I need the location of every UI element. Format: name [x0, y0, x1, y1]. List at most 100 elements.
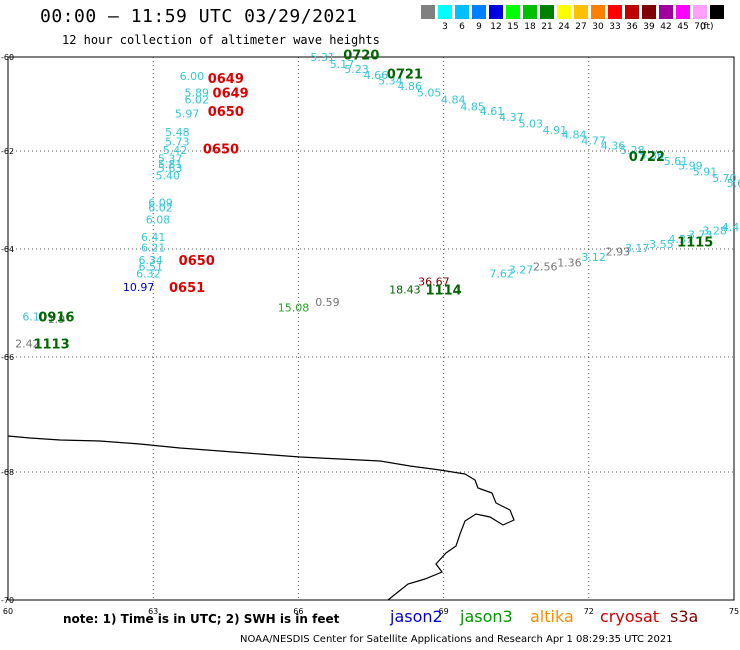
scale-label: 24 [558, 22, 570, 32]
swh-value-label: 6.09 [148, 196, 173, 209]
map-subtitle: 12 hour collection of altimeter wave hei… [62, 33, 380, 47]
satellite-legend-s3a: s3a [670, 607, 699, 626]
swh-value-label: 5.36 [639, 149, 664, 162]
swh-value-label: 1.9 [48, 313, 66, 326]
swh-value-label: 15.08 [278, 301, 310, 314]
scale-label: 45 [677, 22, 689, 32]
longitude-tick-label: 63 [148, 607, 158, 616]
scale-label: 18 [524, 22, 536, 32]
track-time-label: 0650 [208, 105, 244, 120]
scale-swatch [438, 5, 452, 19]
swh-value-label: 2.93 [606, 246, 631, 259]
swh-value-label: 4.37 [499, 111, 524, 124]
swh-value-label: 6.21 [141, 242, 166, 255]
swh-value-label: 6.08 [146, 214, 171, 227]
scale-unit: (ft) [700, 22, 714, 32]
scale-label: 3 [442, 22, 448, 32]
scale-label: 21 [541, 22, 553, 32]
map-gridlines [8, 57, 734, 600]
swh-value-label: 5.89 [185, 86, 210, 99]
swh-value-label: 3.27 [509, 264, 534, 277]
swh-value-label: 5.99 [678, 160, 703, 173]
latitude-tick-label: -64 [1, 245, 14, 254]
swh-value-label: 5.05 [417, 86, 442, 99]
track-time-label: 0649 [213, 86, 249, 101]
track-time-label: 0650 [179, 254, 215, 269]
latitude-tick-label: -68 [1, 468, 14, 477]
swh-value-label: 6.00 [180, 70, 205, 83]
scale-label: 9 [476, 22, 482, 32]
swh-value-label: 5.48 [165, 126, 190, 139]
latitude-tick-label: -62 [1, 147, 14, 156]
track-time-label: 0650 [203, 143, 239, 158]
scale-label: 27 [575, 22, 587, 32]
swh-value-label: 4.36 [601, 139, 626, 152]
swh-value-label: 5.70 [712, 172, 737, 185]
scale-swatch [455, 5, 469, 19]
latitude-tick-label: -66 [1, 353, 14, 362]
scale-swatch [489, 5, 503, 19]
swh-value-label: 4.84 [562, 129, 587, 142]
swh-value-label: 5.42 [163, 144, 188, 157]
track-time-label: 0720 [343, 49, 379, 64]
swh-value-label: 3.28 [702, 224, 727, 237]
scale-label: 33 [609, 22, 621, 32]
swh-value-label: 4.91 [543, 124, 568, 137]
scale-swatch [421, 5, 435, 19]
swh-value-label: 5.97 [175, 107, 200, 120]
swh-value-label: 5.31 [310, 51, 335, 64]
map-frame [7, 56, 735, 601]
latitude-tick-label: -60 [1, 53, 14, 62]
track-time-label: 0916 [38, 311, 74, 326]
scale-label: 6 [459, 22, 465, 32]
track-time-label: 1114 [426, 284, 462, 299]
longitude-tick-label: 60 [3, 607, 13, 616]
swh-value-label: 1.36 [557, 257, 582, 270]
swh-value-label: 4.77 [581, 135, 606, 148]
swh-value-label: 3.73 [688, 228, 713, 241]
scale-swatch [472, 5, 486, 19]
swh-value-label: 5.63 [158, 162, 183, 175]
swh-value-label: 6.51 [139, 260, 164, 273]
swh-value-label: 6.10 [22, 311, 47, 324]
longitude-tick-label: 66 [293, 607, 303, 616]
swh-value-label: 3.55 [649, 238, 674, 251]
swh-value-label: 5.28 [620, 144, 645, 157]
swh-value-label: 4.85 [460, 100, 485, 113]
swh-value-label: 6.32 [136, 267, 161, 280]
swh-values: 6.005.896.025.975.485.735.425.375.815.63… [15, 51, 740, 351]
longitude-tick-label: 69 [439, 607, 449, 616]
scale-swatch [540, 5, 554, 19]
swh-value-label: 4.86 [397, 80, 422, 93]
swh-value-label: 2.56 [533, 260, 558, 273]
swh-value-label: 5.67 [727, 177, 740, 190]
scale-swatch [523, 5, 537, 19]
footer-note: note: 1) Time is in UTC; 2) SWH is in fe… [63, 612, 340, 626]
swh-value-label: 5.81 [158, 158, 183, 171]
scale-swatch [693, 5, 707, 19]
scale-swatch [642, 5, 656, 19]
scale-label: 12 [490, 22, 502, 32]
scale-swatch [608, 5, 622, 19]
swh-value-label: 7.62 [489, 267, 514, 280]
track-time-label: 1113 [33, 338, 69, 353]
scale-swatch [557, 5, 571, 19]
swh-value-label: 5.40 [155, 170, 180, 183]
scale-swatch [710, 5, 724, 19]
satellite-legend-cryosat: cryosat [600, 607, 660, 626]
swh-value-label: 10.97 [123, 281, 155, 294]
swh-value-label: 6.02 [185, 93, 210, 106]
swh-value-label: 0.59 [315, 296, 340, 309]
coastline [7, 435, 515, 601]
credit-line: NOAA/NESDIS Center for Satellite Applica… [240, 634, 673, 645]
scale-label: 70 [694, 22, 706, 32]
scale-swatch [574, 5, 588, 19]
scale-swatch [625, 5, 639, 19]
scale-swatch [506, 5, 520, 19]
swh-value-label: 36.67 [418, 275, 450, 288]
swh-value-label: 5.61 [664, 155, 689, 168]
swh-value-label: 18.43 [389, 284, 421, 297]
scale-label: 36 [626, 22, 638, 32]
longitude-tick-label: 72 [584, 607, 594, 616]
swh-value-label: 5.23 [344, 63, 369, 76]
